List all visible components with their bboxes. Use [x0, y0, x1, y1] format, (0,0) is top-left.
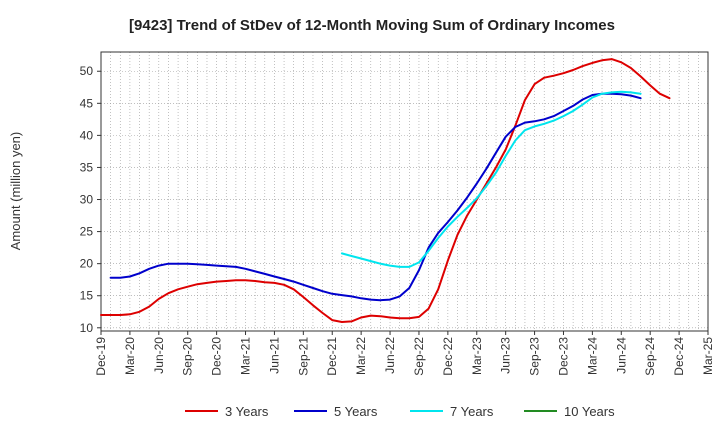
legend: 3 Years 5 Years 7 Years 10 Years [185, 404, 615, 419]
x-tick-label: Sep-22 [412, 337, 426, 376]
x-tick-label: Dec-24 [672, 337, 686, 376]
x-tick-label: Mar-24 [585, 337, 599, 375]
y-tick-label: 50 [80, 64, 94, 78]
x-tick-label: Sep-24 [643, 337, 657, 376]
legend-label-10-years: 10 Years [564, 404, 615, 419]
x-tick-label: Dec-23 [556, 337, 570, 376]
plot-area: 10 15 20 25 30 35 40 45 50 Dec-19 Mar-20 Jun-20 Sep-… [80, 51, 715, 376]
x-tick-label: Mar-23 [470, 337, 484, 375]
plot-border [100, 51, 709, 332]
x-tick-label: Dec-22 [441, 337, 455, 376]
y-tick-label: 20 [80, 257, 94, 271]
series-line-7-years [340, 90, 642, 268]
y-tick-label: 10 [80, 321, 94, 335]
legend-label-5-years: 5 Years [334, 404, 378, 419]
x-tick-label: Sep-23 [528, 337, 542, 376]
x-tick-label: Jun-21 [267, 337, 281, 374]
y-tick-label: 35 [80, 160, 94, 174]
series-line-5-years [109, 92, 642, 302]
y-tick-label: 40 [80, 128, 94, 142]
x-tick-label: Sep-20 [181, 337, 195, 376]
legend-label-3-years: 3 Years [225, 404, 269, 419]
x-tick-label: Dec-19 [94, 337, 108, 376]
series-line-3-years [100, 58, 671, 323]
x-tick-label: Jun-23 [499, 337, 513, 374]
x-tick-label: Mar-21 [239, 337, 253, 375]
x-tick-label: Jun-20 [152, 337, 166, 374]
x-tick-label: Mar-22 [354, 337, 368, 375]
x-tick-label: Mar-25 [701, 337, 715, 375]
y-tick-label: 30 [80, 193, 94, 207]
x-tick-label: Dec-20 [210, 337, 224, 376]
legend-label-7-years: 7 Years [450, 404, 494, 419]
x-tick-label: Dec-21 [325, 337, 339, 376]
y-tick-label: 45 [80, 96, 94, 110]
chart-title: [9423] Trend of StDev of 12-Month Moving… [129, 17, 615, 34]
y-tick-label: 25 [80, 225, 94, 239]
y-tick-label: 15 [80, 289, 94, 303]
x-tick-label: Sep-21 [296, 337, 310, 376]
x-tick-label: Mar-20 [123, 337, 137, 375]
y-axis-label: Amount (million yen) [8, 132, 23, 251]
x-tick-label: Jun-22 [383, 337, 397, 374]
x-tick-label: Jun-24 [614, 337, 628, 374]
